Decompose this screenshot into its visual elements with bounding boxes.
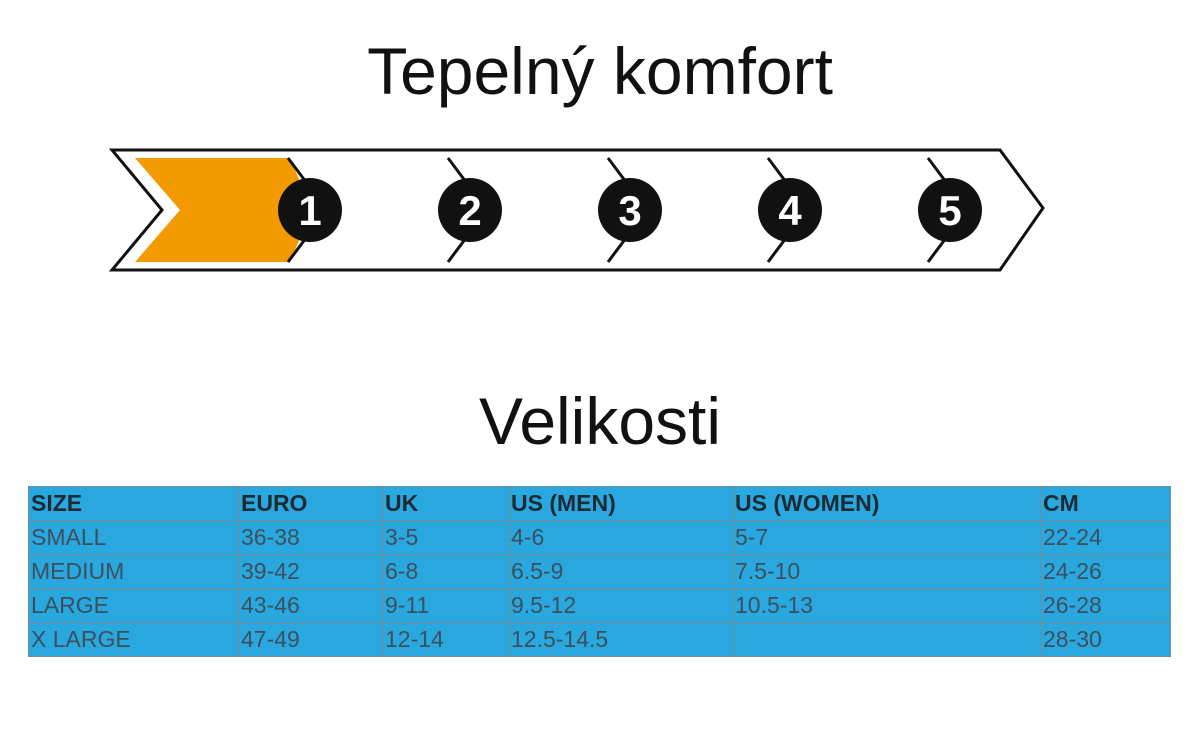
level-circle bbox=[918, 178, 982, 242]
level-tick bbox=[606, 157, 628, 183]
level-tick bbox=[926, 237, 948, 263]
table-row: LARGE 43-46 9-11 9.5-12 10.5-13 26-28 bbox=[28, 588, 1171, 623]
table-cell: 5-7 bbox=[732, 520, 1041, 555]
table-row: SMALL 36-38 3-5 4-6 5-7 22-24 bbox=[28, 520, 1171, 555]
table-cell: 26-28 bbox=[1040, 588, 1171, 623]
table-cell: 12-14 bbox=[382, 622, 509, 657]
scale-arrow bbox=[108, 148, 1045, 272]
level-number: 4 bbox=[778, 187, 802, 234]
level-tick bbox=[446, 237, 468, 263]
table-row: MEDIUM 39-42 6-8 6.5-9 7.5-10 24-26 bbox=[28, 554, 1171, 589]
level-tick bbox=[286, 157, 308, 183]
level-circle bbox=[598, 178, 662, 242]
table-cell: 9-11 bbox=[382, 588, 509, 623]
table-cell: 7.5-10 bbox=[732, 554, 1041, 589]
table-cell: 47-49 bbox=[238, 622, 383, 657]
level-tick bbox=[766, 157, 788, 183]
table-cell: 10.5-13 bbox=[732, 588, 1041, 623]
table-cell: 36-38 bbox=[238, 520, 383, 555]
table-row: X LARGE 47-49 12-14 12.5-14.5 28-30 bbox=[28, 622, 1171, 657]
level-number: 3 bbox=[618, 187, 641, 234]
table-cell: LARGE bbox=[28, 588, 239, 623]
table-cell: 12.5-14.5 bbox=[508, 622, 733, 657]
table-cell bbox=[732, 622, 1041, 657]
size-table: SIZE EURO UK US (MEN) US (WOMEN) CM SMALL 36-3… bbox=[28, 486, 1171, 657]
level-number: 1 bbox=[298, 187, 321, 234]
header-cell: UK bbox=[382, 486, 509, 521]
level-number: 5 bbox=[938, 187, 961, 234]
level-circle bbox=[278, 178, 342, 242]
header-cell: EURO bbox=[238, 486, 383, 521]
header-cell: SIZE bbox=[28, 486, 239, 521]
level-number: 2 bbox=[458, 187, 481, 234]
header-cell: US (WOMEN) bbox=[732, 486, 1041, 521]
level-tick bbox=[286, 237, 308, 263]
table-cell: 6-8 bbox=[382, 554, 509, 589]
table-cell: 3-5 bbox=[382, 520, 509, 555]
level-circle bbox=[438, 178, 502, 242]
table-cell: X LARGE bbox=[28, 622, 239, 657]
level-circle bbox=[758, 178, 822, 242]
level-tick bbox=[766, 237, 788, 263]
table-cell: 22-24 bbox=[1040, 520, 1171, 555]
comfort-title: Tepelný komfort bbox=[367, 34, 833, 108]
table-cell: 24-26 bbox=[1040, 554, 1171, 589]
table-cell: 28-30 bbox=[1040, 622, 1171, 657]
table-cell: 6.5-9 bbox=[508, 554, 733, 589]
scale-fill bbox=[135, 158, 312, 262]
table-cell: 43-46 bbox=[238, 588, 383, 623]
level-tick bbox=[926, 157, 948, 183]
table-cell: SMALL bbox=[28, 520, 239, 555]
header-cell: US (MEN) bbox=[508, 486, 733, 521]
table-cell: 39-42 bbox=[238, 554, 383, 589]
level-tick bbox=[446, 157, 468, 183]
level-tick bbox=[606, 237, 628, 263]
table-cell: MEDIUM bbox=[28, 554, 239, 589]
header-row: SIZE EURO UK US (MEN) US (WOMEN) CM bbox=[28, 486, 1171, 521]
sizes-title: Velikosti bbox=[478, 384, 722, 458]
comfort-scale: 1 2 3 4 5 bbox=[108, 148, 1045, 272]
table-cell: 4-6 bbox=[508, 520, 733, 555]
table-cell: 9.5-12 bbox=[508, 588, 733, 623]
header-cell: CM bbox=[1040, 486, 1171, 521]
